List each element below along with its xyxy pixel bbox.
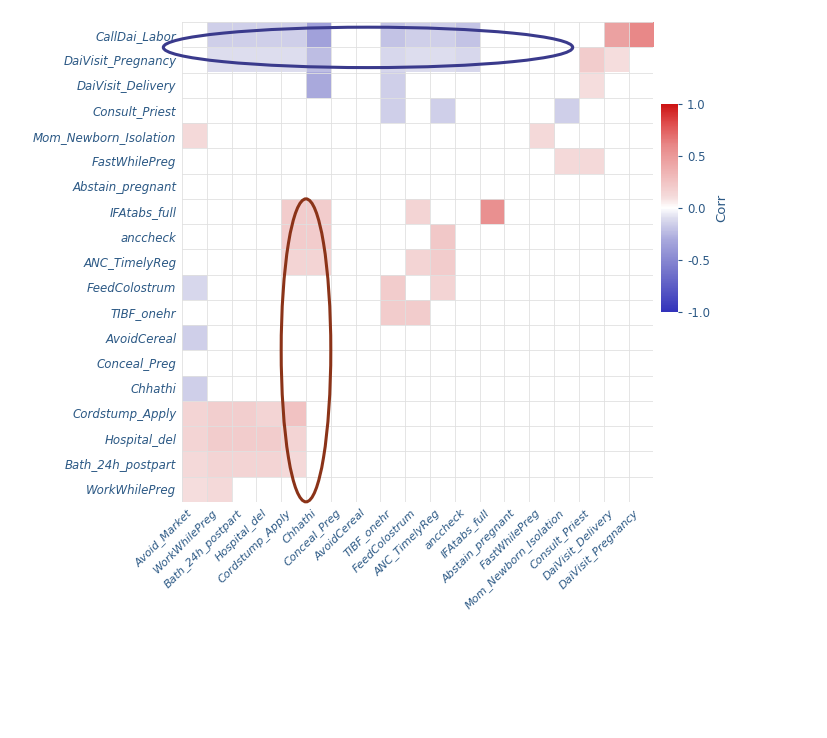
Y-axis label: Corr: Corr (715, 193, 729, 222)
